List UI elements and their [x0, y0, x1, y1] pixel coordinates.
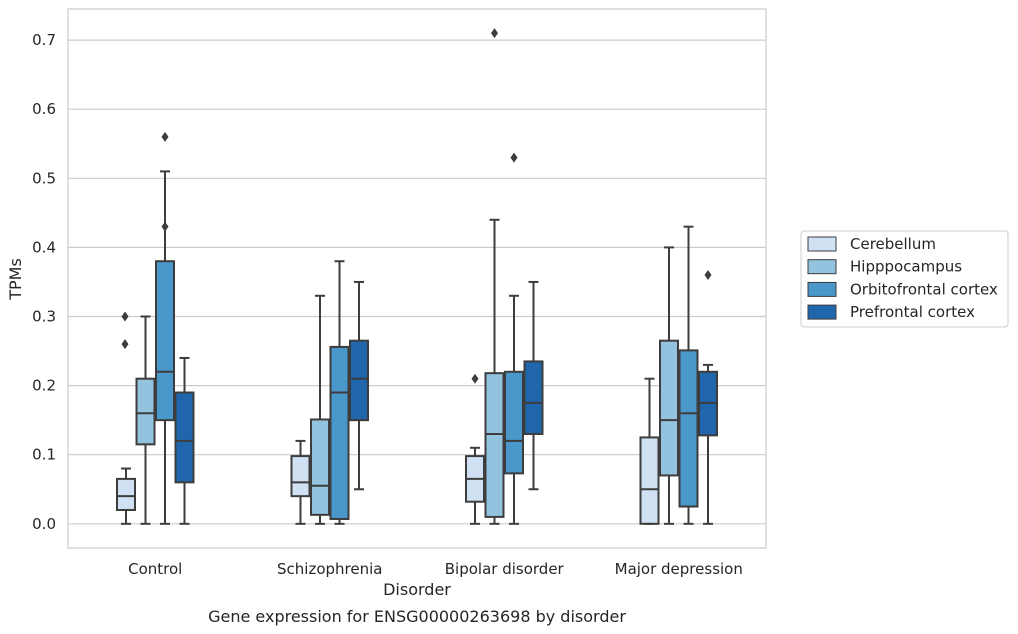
box-body	[116, 477, 136, 511]
box-orbitofrontal-cortex	[504, 152, 524, 525]
box-prefrontal-cortex	[174, 356, 195, 525]
legend-swatch	[807, 236, 837, 252]
legend-frame	[800, 230, 1009, 328]
legend-label: Hipppocampus	[850, 258, 962, 276]
box-body	[135, 377, 156, 446]
plot-frame	[67, 8, 767, 549]
outlier-point	[510, 152, 518, 163]
outlier-point	[491, 28, 498, 39]
y-tick-label: 0.2	[32, 377, 56, 395]
outlier-point	[161, 221, 169, 232]
box-cerebellum	[116, 467, 136, 525]
y-tick-label: 0.4	[32, 238, 56, 256]
y-tick-label: 0.3	[32, 308, 56, 326]
y-tick-labels: 0.0 0.1 0.2 0.3 0.4 0.5 0.6 0.7	[32, 31, 56, 533]
box-body	[329, 345, 350, 520]
chart-title: Gene expression for ENSG00000263698 by d…	[208, 607, 626, 626]
box-cerebellum	[639, 377, 660, 525]
box-body	[155, 260, 175, 422]
legend: Cerebellum Hipppocampus Orbitofrontal cort…	[800, 230, 1009, 328]
box-cerebellum	[465, 373, 485, 525]
outlier-point	[704, 270, 712, 281]
box-prefrontal-cortex	[349, 280, 369, 491]
y-tick-label: 0.6	[32, 100, 56, 118]
legend-label: Cerebellum	[850, 235, 936, 253]
box-body	[659, 339, 679, 477]
box-body	[523, 360, 544, 435]
legend-label: Orbitofrontal cortex	[850, 280, 998, 298]
y-tick-label: 0.7	[32, 31, 56, 49]
box-cerebellum	[290, 439, 311, 525]
box-body	[484, 372, 505, 518]
box-hipppocampus	[484, 28, 505, 525]
legend-swatch	[807, 259, 837, 275]
outlier-point	[121, 311, 129, 322]
legend-swatch	[807, 281, 837, 297]
x-axis-label: Disorder	[383, 580, 451, 599]
x-tick-label: Bipolar disorder	[445, 560, 565, 578]
x-tick-label: Control	[128, 560, 182, 578]
box-prefrontal-cortex	[698, 270, 718, 525]
y-axis-label: TPMs	[6, 258, 25, 301]
box-series	[116, 28, 718, 525]
x-tick-labels: Control Schizophrenia Bipolar disorder Majo…	[128, 560, 743, 578]
outlier-point	[161, 131, 169, 142]
box-body	[639, 436, 660, 525]
x-tick-label: Major depression	[615, 560, 743, 578]
box-body	[349, 339, 369, 422]
legend-label: Prefrontal cortex	[850, 303, 975, 321]
box-orbitofrontal-cortex	[329, 260, 350, 525]
box-hipppocampus	[135, 315, 156, 525]
box-body	[290, 455, 311, 498]
box-hipppocampus	[310, 294, 330, 525]
y-tick-label: 0.1	[32, 446, 56, 464]
x-tick-label: Schizophrenia	[277, 560, 382, 578]
outlier-point	[121, 339, 129, 350]
outlier-point	[471, 373, 479, 384]
box-prefrontal-cortex	[523, 280, 544, 491]
legend-swatch	[807, 304, 837, 320]
box-orbitofrontal-cortex	[121, 131, 175, 525]
box-body	[504, 370, 524, 475]
box-body	[310, 418, 330, 516]
y-tick-label: 0.0	[32, 515, 56, 533]
box-hipppocampus	[659, 246, 679, 525]
box-body	[174, 391, 195, 484]
legend-items: Cerebellum Hipppocampus Orbitofrontal cort…	[807, 235, 998, 321]
y-tick-label: 0.5	[32, 169, 56, 187]
box-body	[678, 349, 699, 508]
box-orbitofrontal-cortex	[678, 225, 699, 525]
